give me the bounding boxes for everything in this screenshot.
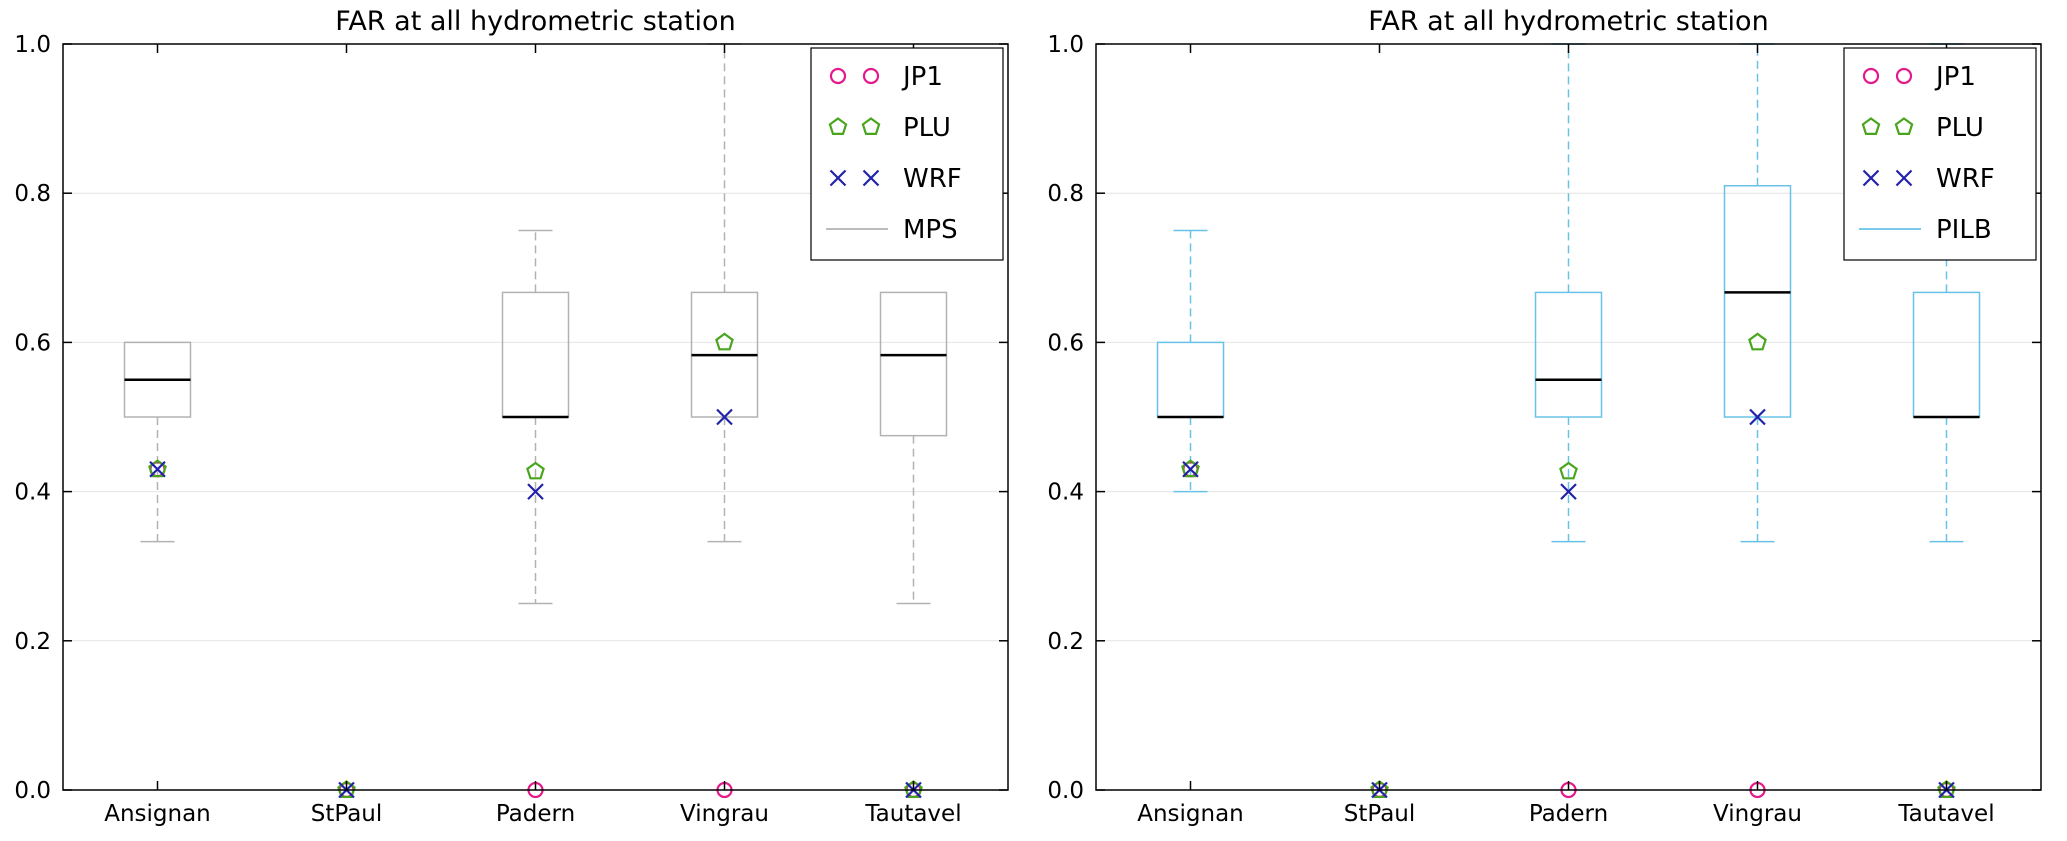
box [1156,341,1225,418]
x-tick-label: Vingrau [680,801,769,827]
x-tick-label: Padern [496,801,575,827]
x-tick-label: StPaul [1344,801,1416,827]
marker-plu [1370,780,1389,799]
y-tick-label: 0.0 [1047,778,1084,804]
y-tick-label: 0.2 [14,629,51,655]
legend-marker-wrf [1862,169,1880,187]
box [1534,291,1603,418]
marker-plu [715,332,734,351]
x-tick-label: Tautavel [1897,801,1994,827]
y-tick-label: 0.6 [1047,330,1084,356]
marker-plu [526,461,545,480]
marker-wrf [716,408,733,426]
box [501,291,570,418]
legend-marker-wrf [862,169,880,187]
legend-label: PLU [903,113,951,143]
marker-wrf [1560,483,1577,500]
marker-plu [1181,459,1200,478]
legend-marker-jp1 [1895,67,1913,85]
legend-label: MPS [903,215,958,245]
legend-marker-jp1 [829,67,847,85]
legend-box [810,47,1004,261]
legend-marker-plu [1861,117,1881,135]
boxplot-panel-mps: 0.0 0.2 0.4 0.6 0.8 1.0 Ansignan StPaul Padern Vi… [14,6,1009,827]
legend-marker-wrf [1895,169,1913,187]
marker-plu [1937,780,1956,799]
x-tick-label: Ansignan [1137,801,1244,827]
y-tick-label: 0.4 [1047,480,1084,506]
legend-marker-wrf [829,169,847,187]
legend-label: WRF [903,164,962,194]
marker-wrf [1749,408,1766,426]
marker-wrf [1182,460,1199,478]
legend-marker-jp1 [862,67,880,85]
marker-wrf [527,483,544,500]
legend-marker-jp1 [1862,67,1880,85]
marker-plu [1748,332,1767,351]
legend-marker-plu [1894,117,1914,135]
box [879,291,948,437]
chart-title: FAR at all hydrometric station [335,6,735,37]
y-tick-label: 0.6 [14,330,51,356]
marker-plu [337,780,356,799]
legend-label: JP1 [1934,62,1976,92]
x-tick-label: Vingrau [1713,801,1802,827]
x-tick-label: Padern [1529,801,1608,827]
y-tick-label: 1.0 [1047,32,1084,58]
x-tick-label: Tautavel [864,801,961,827]
y-tick-label: 1.0 [14,32,51,58]
box [1912,291,1981,418]
chart-title: FAR at all hydrometric station [1368,6,1768,37]
legend-box [1843,47,2037,261]
y-tick-label: 0.8 [14,181,51,207]
legend-label: PLU [1936,113,1984,143]
y-tick-label: 0.4 [14,480,51,506]
marker-plu [148,459,167,478]
legend-marker-plu [861,117,881,135]
legend-label: JP1 [901,62,943,92]
legend-label: WRF [1936,164,1995,194]
marker-plu [904,780,923,799]
boxplot-panel-pilb: 0.0 0.2 0.4 0.6 0.8 1.0 Ansignan StPaul Padern Vi… [1047,6,2042,827]
box [1723,184,1792,418]
legend-label: PILB [1936,215,1992,245]
marker-plu [1559,461,1578,480]
y-tick-label: 0.8 [1047,181,1084,207]
x-tick-label: StPaul [311,801,383,827]
x-tick-label: Ansignan [104,801,211,827]
y-tick-label: 0.2 [1047,629,1084,655]
marker-wrf [149,460,166,478]
y-tick-label: 0.0 [14,778,51,804]
legend-marker-plu [828,117,848,135]
